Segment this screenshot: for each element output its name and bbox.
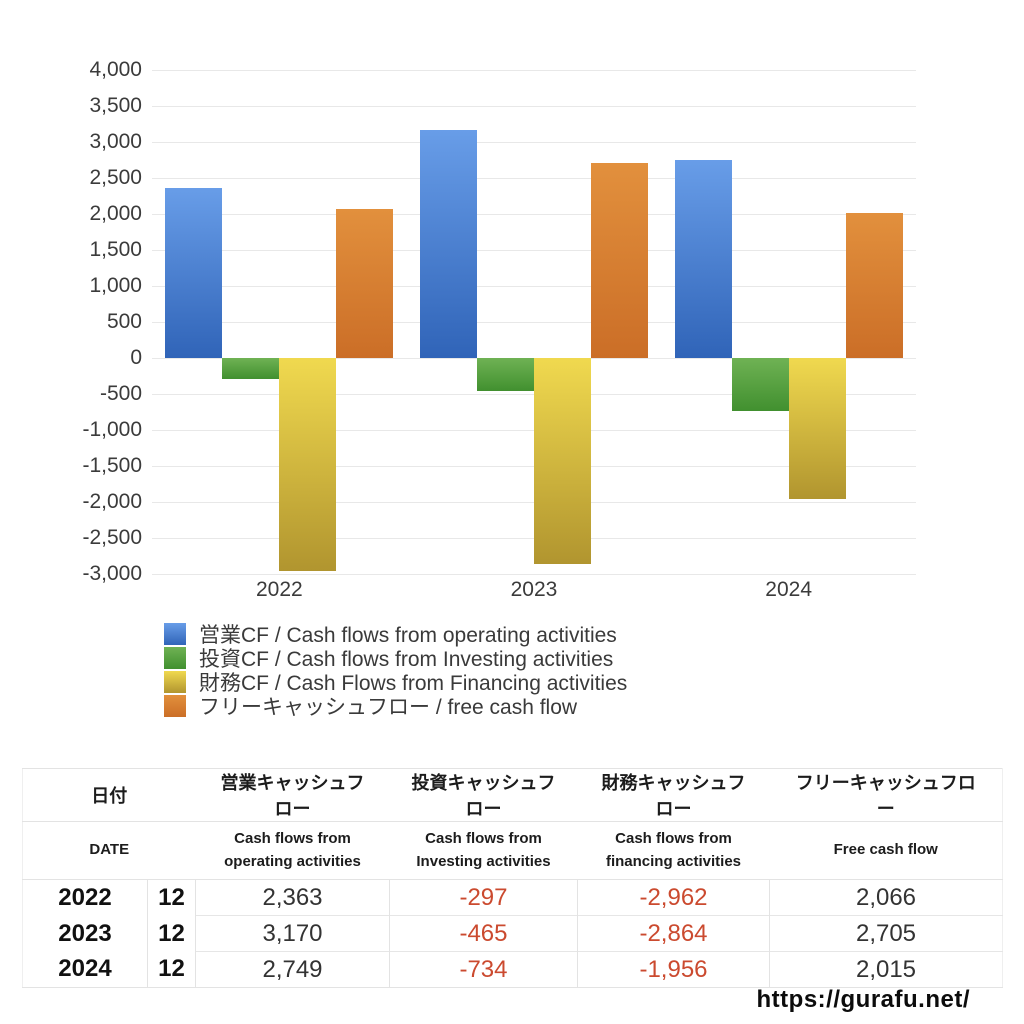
gridline: [152, 106, 916, 107]
value-cell: -1,956: [577, 951, 770, 988]
gridline: [152, 70, 916, 71]
month-cell: 12: [147, 879, 196, 916]
bar-operating-cf-2022: [165, 187, 223, 358]
header-free-jp: フリーキャッシュフロー: [769, 768, 1003, 822]
value-cell: 2,363: [195, 879, 390, 916]
legend-label-free-cash-flow: フリーキャッシュフロー / free cash flow: [199, 696, 578, 719]
gridline: [152, 574, 916, 575]
legend-item-financing-cf: 財務CF / Cash Flows from Financing activit…: [164, 670, 628, 695]
year-cell: 2024: [58, 955, 112, 983]
month-cell: 12: [147, 951, 196, 988]
bar-financing-cf-2022: [279, 358, 337, 572]
value-cell: -2,962: [577, 879, 770, 916]
x-tick-label: 2023: [510, 578, 558, 601]
legend-swatch-operating-cf: [164, 623, 186, 645]
gridline: [152, 142, 916, 143]
y-tick-label: -3,000: [82, 562, 142, 585]
value-cell: -734: [389, 951, 578, 988]
y-tick-label: -1,500: [82, 454, 142, 477]
table-header-japanese: 日付 営業キャッシュフロー 投資キャッシュフロー 財務キャッシュフロー フリーキ…: [22, 768, 1003, 822]
y-tick-label: 2,000: [89, 202, 142, 225]
bar-investing-cf-2022: [222, 358, 280, 380]
value-cell: 3,170: [195, 915, 390, 952]
y-tick-label: 0: [130, 346, 142, 369]
table-body: 2022 12 2,363 -297 -2,962 2,066 2023 12 3,170 -46…: [23, 879, 1003, 988]
y-tick-label: 500: [106, 310, 142, 333]
bar-free-cash-flow-2024: [845, 212, 903, 358]
bar-operating-cf-2023: [420, 129, 477, 358]
header-operating-en: Cash flows from operating activities: [195, 821, 390, 880]
table-row-2023: 2023 12 3,170 -465 -2,864 2,705: [23, 915, 1003, 952]
header-operating-jp: 営業キャッシュフロー: [195, 768, 390, 822]
table-header-english: DATE Cash flows from operating activitie…: [22, 821, 1003, 880]
bar-financing-cf-2024: [788, 358, 846, 499]
gridline: [152, 214, 916, 215]
month-cell: 12: [147, 915, 196, 952]
gridline: [152, 250, 916, 251]
legend-swatch-investing-cf: [164, 647, 186, 669]
y-tick-label: 3,000: [89, 130, 142, 153]
legend-swatch-financing-cf: [164, 671, 186, 693]
legend-item-investing-cf: 投資CF / Cash flows from Investing activit…: [164, 646, 627, 671]
header-financing-en: Cash flows from financing activities: [577, 821, 770, 880]
bar-investing-cf-2023: [477, 358, 534, 392]
y-tick-label: -1,000: [82, 418, 142, 441]
value-cell: -2,864: [577, 915, 770, 952]
bar-investing-cf-2024: [731, 358, 789, 411]
value-cell: -465: [389, 915, 578, 952]
legend-item-free-cash-flow: フリーキャッシュフロー / free cash flow: [164, 694, 627, 719]
header-financing-jp: 財務キャッシュフロー: [577, 768, 770, 822]
bar-operating-cf-2024: [674, 160, 732, 358]
y-tick-label: 1,500: [89, 238, 142, 261]
gridline: [152, 322, 916, 323]
legend-swatch-free-cash-flow: [164, 695, 186, 717]
y-tick-label: 2,500: [89, 166, 142, 189]
site-url: https://gurafu.net/: [756, 986, 970, 1013]
value-cell: 2,066: [769, 879, 1003, 916]
value-cell: 2,749: [195, 951, 390, 988]
bar-financing-cf-2023: [534, 358, 591, 565]
header-investing-en: Cash flows from Investing activities: [389, 821, 578, 880]
gridline: [152, 178, 916, 179]
header-date-jp: 日付: [22, 768, 196, 822]
x-tick-label: 2022: [255, 578, 303, 601]
legend-label-investing-cf: 投資CF / Cash flows from Investing activit…: [199, 648, 614, 671]
table-row-2022: 2022 12 2,363 -297 -2,962 2,066: [23, 879, 1003, 916]
y-tick-label: 1,000: [89, 274, 142, 297]
year-cell: 2022: [58, 883, 112, 911]
legend-label-financing-cf: 財務CF / Cash Flows from Financing activit…: [199, 672, 628, 695]
year-cell: 2023: [58, 919, 112, 947]
bar-free-cash-flow-2022: [336, 209, 394, 358]
value-cell: 2,705: [769, 915, 1003, 952]
chart-legend: 営業CF / Cash flows from operating activit…: [164, 622, 628, 719]
x-tick-label: 2024: [765, 578, 813, 601]
chart-plot-area: [152, 70, 916, 575]
header-investing-jp: 投資キャッシュフロー: [389, 768, 578, 822]
y-tick-label: 4,000: [89, 58, 142, 81]
gridline: [152, 286, 916, 287]
value-cell: -297: [389, 879, 578, 916]
y-tick-label: -500: [99, 382, 142, 405]
header-date-en: DATE: [22, 821, 196, 880]
legend-item-operating-cf: 営業CF / Cash flows from operating activit…: [164, 622, 627, 647]
y-tick-label: -2,000: [82, 490, 142, 513]
cash-flow-table: 日付 営業キャッシュフロー 投資キャッシュフロー 財務キャッシュフロー フリーキ…: [22, 768, 1003, 988]
table-row-2024: 2024 12 2,749 -734 -1,956 2,015: [23, 951, 1003, 988]
y-tick-label: -2,500: [82, 526, 142, 549]
bar-free-cash-flow-2023: [591, 163, 648, 358]
value-cell: 2,015: [769, 951, 1003, 988]
legend-label-operating-cf: 営業CF / Cash flows from operating activit…: [199, 624, 617, 647]
y-tick-label: 3,500: [89, 94, 142, 117]
header-free-en: Free cash flow: [769, 821, 1003, 880]
